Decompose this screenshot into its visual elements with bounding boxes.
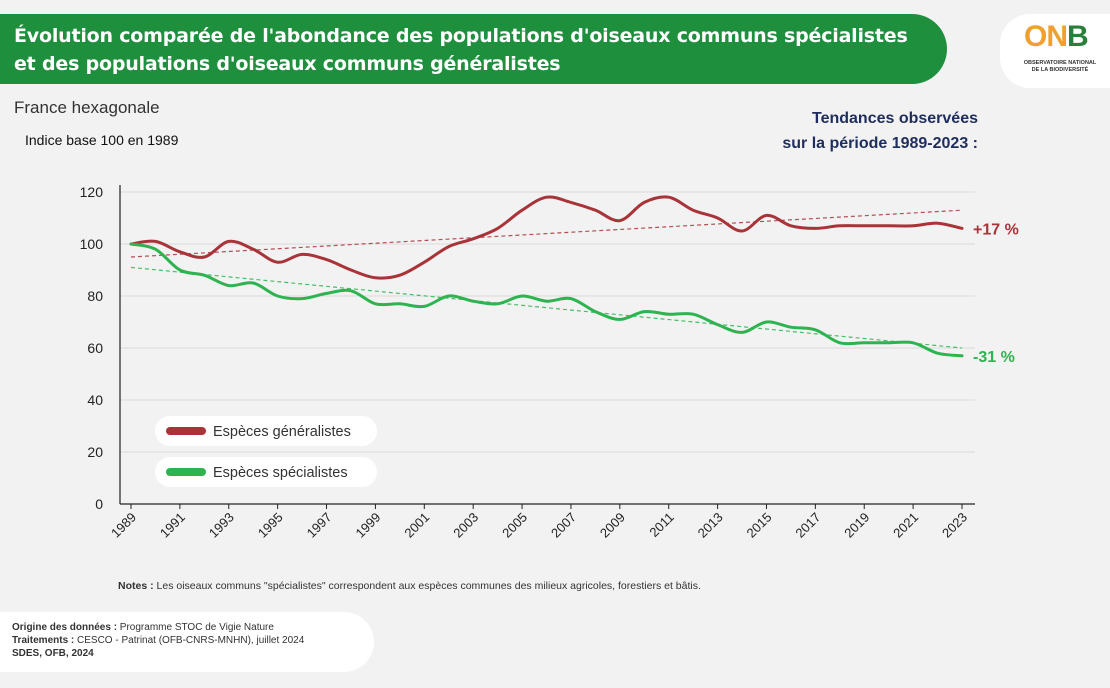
chart-area: 0 20 40 60 80 100 120 1989 1991 1993 1995 1997 1999 2… [80,184,1019,541]
trends-header-line-1: Tendances observées [811,110,978,127]
x-tick-label: 2013 [695,510,726,541]
logo-wordmark: ONB [1024,20,1089,54]
x-tick-label: 1997 [304,510,335,541]
source-treatment: Traitements : CESCO - Patrinat (OFB-CNRS… [12,635,304,646]
notes-text: Les oiseaux communs "spécialistes" corre… [153,580,701,592]
logo-subtitle-2: DE LA BIODIVERSITÉ [1031,67,1089,73]
source-box: Origine des données : Programme STOC de … [0,612,374,672]
y-tick-label: 20 [87,444,103,460]
legend-label: Espèces généralistes [213,424,351,440]
x-tick-label: 2017 [792,510,823,541]
logo-text-on: ON [1024,20,1068,53]
x-tick-label: 2019 [841,510,872,541]
x-tick-label: 2023 [939,510,970,541]
chart-title-line-2: et des populations d'oiseaux communs gén… [14,53,561,75]
y-tick-label: 100 [80,236,104,252]
logo-text-b: B [1067,20,1089,53]
logo-subtitle-1: OBSERVATOIRE NATIONAL [1023,60,1097,66]
trends-header-line-2: sur la période 1989-2023 : [782,135,978,152]
source-origin: Origine des données : Programme STOC de … [12,622,274,633]
x-tick-label: 2003 [450,510,481,541]
series-line-generalistes [129,195,964,280]
region-label: France hexagonale [14,98,160,117]
x-tick-label: 1993 [206,510,237,541]
notes: Notes : Les oiseaux communs "spécialiste… [118,580,701,592]
source-treatment-label: Traitements : [12,635,75,646]
x-tick-label: 1989 [108,510,139,541]
source-credit: SDES, OFB, 2024 [12,648,94,659]
y-tick-label: 120 [80,184,104,200]
x-tick-label: 2001 [401,510,432,541]
series-line-specialistes [129,242,964,358]
title-banner: Évolution comparée de l'abondance des po… [0,14,947,84]
source-treatment-text: CESCO - Patrinat (OFB-CNRS-MNHN), juille… [74,635,305,646]
source-origin-text: Programme STOC de Vigie Nature [117,622,274,633]
x-tick-label: 1991 [157,510,188,541]
onb-logo: ONB OBSERVATOIRE NATIONAL DE LA BIODIVER… [1000,14,1110,88]
legend-label: Espèces spécialistes [213,465,348,481]
trend-line-generalistes [130,209,963,258]
y-tick-label: 0 [95,496,103,512]
x-tick-label: 1995 [255,510,286,541]
x-tick-label: 2005 [499,510,530,541]
index-label: Indice base 100 en 1989 [25,132,179,148]
trend-label-generalistes: +17 % [973,221,1019,238]
x-tick-label: 2021 [890,510,921,541]
x-tick-label: 2007 [548,510,579,541]
x-tick-label: 2015 [744,510,775,541]
x-tick-label: 2009 [597,510,628,541]
trend-line-specialistes [130,266,963,349]
source-origin-label: Origine des données : [12,622,118,633]
legend-item-box [155,416,377,446]
trend-label-specialistes: -31 % [973,349,1015,366]
y-tick-label: 60 [87,340,103,356]
x-tick-label: 1999 [352,510,383,541]
x-tick-label: 2011 [646,510,676,540]
notes-label: Notes : [118,580,154,592]
y-tick-label: 40 [87,392,103,408]
legend-item-box [155,457,377,487]
chart-title-line-1: Évolution comparée de l'abondance des po… [14,25,908,47]
y-tick-label: 80 [87,288,103,304]
